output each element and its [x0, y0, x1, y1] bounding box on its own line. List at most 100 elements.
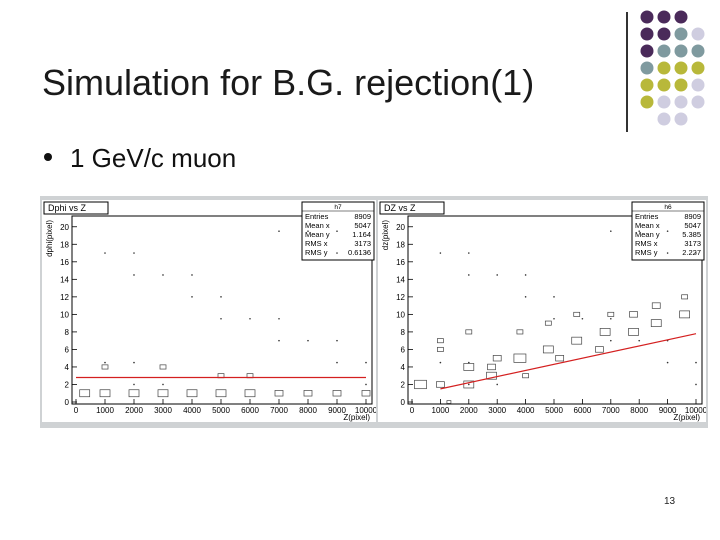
plot-frame — [407, 215, 703, 405]
histogram-dot — [249, 317, 251, 320]
histogram-dot — [610, 317, 612, 320]
x-tick-label: 0 — [74, 406, 79, 415]
y-tick-label: 4 — [401, 363, 406, 372]
histogram-dot — [468, 274, 470, 276]
histogram-dot — [278, 317, 280, 320]
decor-dot — [640, 27, 654, 41]
decor-dot — [691, 44, 705, 58]
histogram-dot — [638, 339, 640, 342]
histogram-dot — [162, 383, 164, 386]
histogram-dot — [336, 230, 338, 232]
x-tick-label: 2000 — [125, 406, 143, 415]
decor-dot — [657, 78, 671, 92]
x-tick-label: 1000 — [432, 406, 450, 415]
decor-dot — [691, 95, 705, 109]
histogram-cell — [463, 363, 475, 371]
x-tick-label: 1000 — [96, 406, 114, 415]
stats-label: Entries — [635, 212, 659, 221]
stats-box: h7 Entries 8909 Mean x 5047 Mean y 1.164 RMS x 3… — [301, 201, 375, 261]
histogram-dot — [336, 339, 338, 342]
histogram-dot — [365, 252, 367, 254]
y-tick-label: 20 — [396, 223, 405, 232]
stats-label: RMS x — [635, 239, 658, 248]
histogram-cell — [465, 329, 473, 335]
decor-dot — [657, 10, 671, 24]
histogram-dot — [133, 361, 135, 364]
x-tick-label: 4000 — [517, 406, 535, 415]
y-tick-label: 12 — [396, 293, 405, 302]
decor-dot — [640, 10, 654, 24]
x-tick-label: 7000 — [270, 406, 288, 415]
histogram-dot — [278, 230, 280, 232]
histogram-dot — [666, 230, 669, 232]
y-tick-label: 16 — [60, 258, 69, 267]
plot-title: Dphi vs Z — [48, 203, 87, 213]
stats-value: 5.385 — [682, 230, 701, 239]
histogram-cell — [607, 311, 615, 317]
x-tick-label: 3000 — [154, 406, 172, 415]
histogram-dot — [610, 339, 612, 342]
bullet-text: 1 GeV/c muon — [70, 143, 237, 173]
decor-dot — [640, 95, 654, 109]
histogram-dot — [220, 296, 222, 298]
histogram-cell — [157, 389, 169, 398]
plot-title: DZ vs Z — [384, 203, 416, 213]
histogram-cell — [516, 329, 524, 335]
stats-value: 5047 — [684, 221, 701, 230]
histogram-cell — [651, 302, 661, 309]
y-tick-label: 6 — [401, 345, 406, 354]
decorative-dot-grid — [640, 10, 705, 126]
x-tick-label: 4000 — [183, 406, 201, 415]
stats-label: Entries — [305, 212, 329, 221]
histogram-cell — [629, 311, 638, 318]
slide-title: Simulation for B.G. rejection(1) — [42, 62, 535, 103]
y-tick-label: 20 — [60, 223, 69, 232]
x-tick-label: 6000 — [574, 406, 592, 415]
histogram-cell — [599, 328, 611, 336]
y-axis-label: dphi(pixel) — [45, 220, 54, 257]
histogram-cell — [361, 390, 371, 397]
x-axis-label: Z(pixel) — [673, 413, 700, 422]
histogram-cell — [679, 310, 690, 319]
histogram-cell — [513, 353, 527, 363]
histogram-dot — [581, 317, 584, 320]
stats-value: 1.164 — [352, 230, 371, 239]
histogram-cell — [244, 389, 256, 398]
histogram-dot — [336, 252, 338, 254]
decor-dot — [674, 95, 688, 109]
decor-dot — [674, 112, 688, 126]
stats-label: Mean x — [635, 221, 660, 230]
y-tick-label: 10 — [396, 310, 405, 319]
histogram-cell — [522, 373, 529, 379]
y-tick-label: 8 — [401, 328, 406, 337]
histogram-cell — [463, 380, 475, 389]
histogram-cell — [650, 319, 662, 327]
histogram-dot — [439, 252, 442, 254]
histogram-cell — [492, 355, 502, 362]
histogram-dot — [666, 361, 669, 364]
y-tick-label: 14 — [60, 275, 69, 284]
decor-dot — [640, 78, 654, 92]
x-tick-label: 0 — [410, 406, 415, 415]
histogram-cell — [681, 294, 688, 300]
histogram-cell — [437, 346, 444, 352]
histogram-dot — [524, 274, 527, 276]
histogram-cell — [595, 346, 604, 353]
histogram-dot — [439, 361, 442, 364]
histogram-dot — [104, 252, 106, 254]
stats-name: h7 — [334, 204, 342, 211]
y-tick-label: 12 — [60, 293, 69, 302]
histogram-cell — [487, 363, 496, 371]
decor-dot — [674, 44, 688, 58]
histogram-dot — [162, 274, 164, 276]
y-axis-label: dz(pixel) — [381, 220, 390, 251]
x-tick-label: 6000 — [241, 406, 259, 415]
histogram-cell — [303, 390, 313, 397]
y-tick-label: 14 — [396, 275, 405, 284]
plot-title-box: Dphi vs Z — [43, 201, 109, 215]
dz-vs-z-plot: DZ vs Z h6 Entries 8909 Mean x 5047 Mean y 5.38… — [378, 200, 706, 422]
x-tick-label: 8000 — [630, 406, 648, 415]
plot-title-box: DZ vs Z — [379, 201, 445, 215]
histogram-dot — [496, 383, 498, 386]
stats-label: RMS y — [635, 248, 658, 257]
